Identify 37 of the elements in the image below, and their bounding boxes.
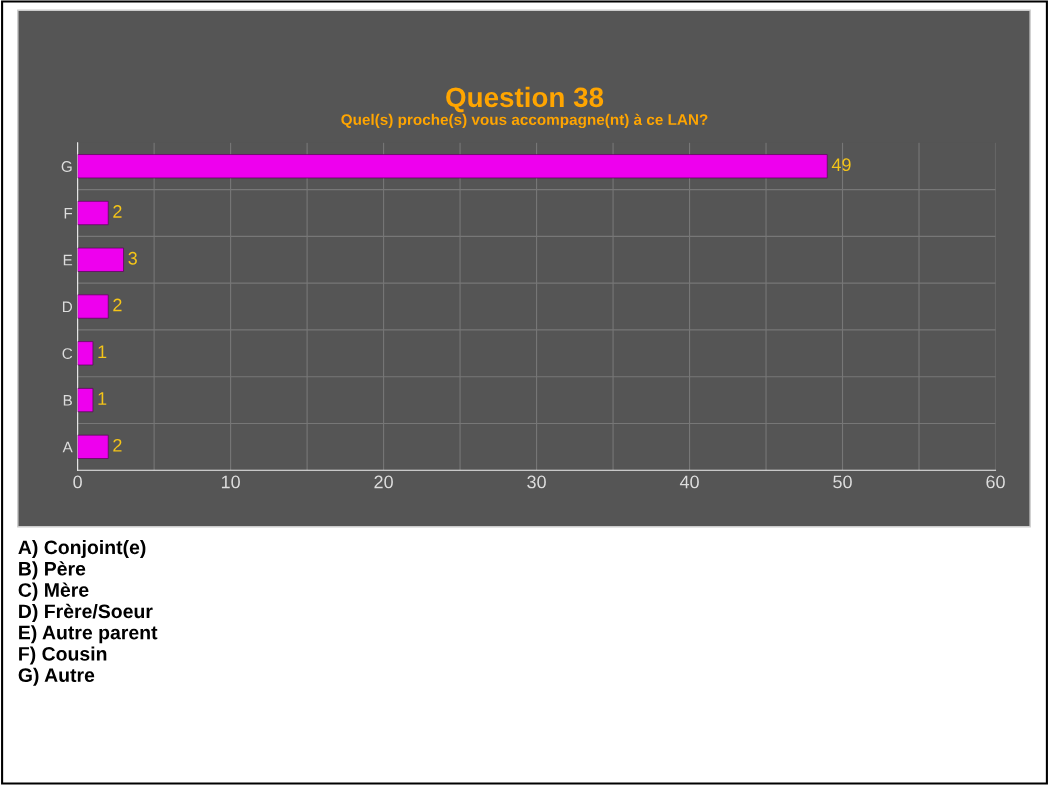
data-label: 1: [98, 345, 107, 358]
x-tick-label: 30: [527, 475, 546, 489]
y-tick-label: F: [64, 208, 73, 219]
data-label: 2: [113, 298, 122, 312]
bar: [77, 200, 109, 226]
x-tick-label: 50: [833, 475, 852, 489]
bar: [77, 294, 109, 319]
text: E) Autre parent: [19, 625, 158, 644]
data-label: 2: [113, 438, 122, 452]
y-tick-label: C: [62, 348, 73, 359]
text: F) Cousin: [19, 646, 107, 665]
x-tick-label: 10: [221, 475, 240, 489]
chart-subtitle: Quel(s) proche(s) vous accompagne(nt) à ce LAN?: [341, 113, 708, 129]
text: B) Père: [19, 561, 86, 580]
bar: [77, 434, 109, 459]
y-tick-label: E: [63, 254, 73, 266]
x-tick-label: 20: [374, 475, 393, 489]
x-tick-label: 0: [73, 475, 82, 489]
y-tick-label: A: [62, 441, 73, 453]
bar: [77, 247, 124, 272]
text: C) Mère: [18, 582, 89, 601]
bar: [77, 341, 94, 366]
data-label: 1: [98, 392, 107, 405]
text: D) Frère/Soeur: [19, 603, 153, 623]
data-label: 2: [113, 205, 122, 218]
x-tick-label: 60: [986, 475, 1005, 489]
data-label: 49: [831, 158, 851, 172]
y-tick-label: G: [61, 161, 72, 172]
bar: [77, 154, 828, 179]
y-tick-label: D: [62, 301, 73, 313]
x-tick-label: 40: [679, 475, 699, 489]
chart-title: Question 38: [446, 86, 604, 113]
bar: [77, 388, 94, 413]
text: G) Autre: [18, 667, 95, 686]
text: A) Conjoint(e): [18, 539, 146, 559]
data-label: 3: [128, 251, 137, 265]
y-tick-label: B: [63, 395, 72, 406]
